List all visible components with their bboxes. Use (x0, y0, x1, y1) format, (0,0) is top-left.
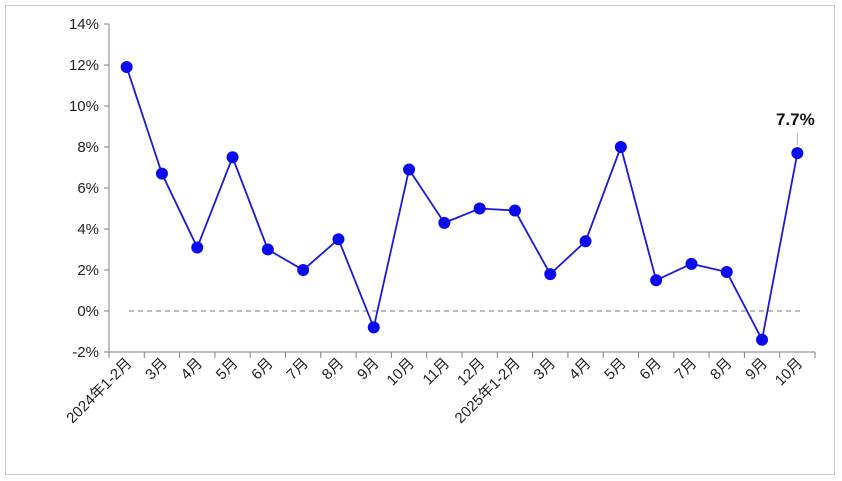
chart-frame: -2% 0% 2% 4% 6% 8% 10% 12% 14% 2024年1-2月 3月 4月 5月 6月… (5, 5, 835, 475)
data-point (367, 321, 380, 334)
data-point (155, 167, 168, 180)
data-point (191, 241, 204, 254)
y-axis-ticks: -2% 0% 2% 4% 6% 8% 10% 12% 14% (69, 16, 109, 361)
x-tick-label: 3月 (531, 355, 560, 384)
x-axis-ticks: 2024年1-2月 3月 4月 5月 6月 7月 8月 9月 10月 11月 12月2025年1-2… (63, 352, 816, 427)
y-tick-label: 4% (77, 221, 99, 238)
x-tick-label: 5月 (213, 355, 242, 384)
data-point (226, 151, 239, 164)
x-tick-label: 4月 (178, 355, 207, 384)
data-point (120, 61, 133, 74)
x-tick-label: 8月 (319, 355, 348, 384)
data-point (650, 274, 663, 287)
data-point (438, 216, 451, 229)
axes (108, 24, 815, 353)
x-tick-label: 2024年1-2月 (63, 355, 135, 427)
x-tick-label: 6月 (248, 355, 277, 384)
data-point (720, 266, 733, 279)
series-line (125, 66, 799, 343)
data-point (756, 333, 769, 346)
data-point (297, 264, 310, 276)
x-tick-label: 7月 (283, 355, 312, 384)
y-tick-label: -2% (72, 344, 99, 361)
x-tick-label: 6月 (636, 355, 665, 384)
plot-area: 7.7% (120, 61, 815, 346)
x-tick-label: 3月 (142, 355, 171, 384)
x-tick-label: 5月 (601, 355, 630, 384)
data-point (685, 257, 698, 270)
x-tick-label: 2025年1-2月 (452, 355, 524, 427)
data-point (473, 202, 486, 215)
x-tick-label: 10月 (772, 355, 806, 389)
y-tick-label: 14% (69, 16, 99, 33)
y-tick-label: 6% (77, 180, 99, 197)
data-point (332, 233, 345, 246)
data-point (508, 204, 521, 217)
x-tick-label: 11月 (420, 355, 454, 389)
y-tick-label: 12% (69, 57, 99, 74)
data-point (403, 163, 416, 176)
x-tick-label: 10月 (383, 355, 417, 389)
data-point (791, 147, 804, 160)
data-point (544, 268, 557, 281)
data-point (614, 141, 627, 153)
x-tick-label: 9月 (742, 355, 771, 384)
line-chart: -2%0%2%4%6%8%10%12%14% 2024年1-2月 3月 4月 5月 6月… (63, 16, 816, 427)
y-tick-label: 8% (77, 139, 99, 156)
y-tick-label: 0% (77, 303, 99, 320)
x-tick-label: 7月 (672, 355, 701, 384)
y-tick-label: 2% (77, 262, 99, 279)
data-label: 7.7% (776, 110, 815, 129)
x-tick-label: 4月 (566, 355, 595, 384)
x-tick-label: 8月 (707, 355, 736, 384)
x-tick-label: 9月 (354, 355, 383, 384)
data-point (261, 243, 274, 256)
data-point (579, 235, 592, 248)
y-tick-label: 10% (69, 98, 99, 115)
